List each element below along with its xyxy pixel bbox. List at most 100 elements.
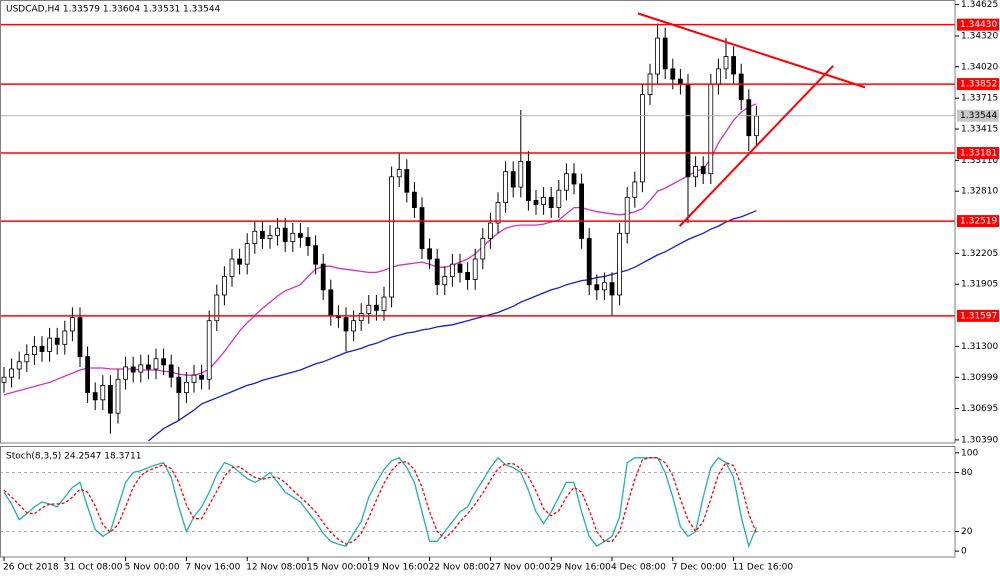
x-tick-label: 12 Nov 08:00 <box>246 563 307 573</box>
candle-body <box>594 284 600 291</box>
candle-body <box>229 258 235 277</box>
candle-body <box>548 196 554 209</box>
candle-body <box>123 366 128 380</box>
chart-title: USDCAD,H4 1.33579 1.33604 1.33531 1.3354… <box>6 5 221 15</box>
price-panel <box>0 12 955 442</box>
candle-body <box>716 68 721 85</box>
candle-body <box>313 245 319 265</box>
candle-body <box>602 282 607 291</box>
candle-body <box>655 37 660 75</box>
candle-body <box>39 345 45 352</box>
candle-body <box>670 68 676 80</box>
x-tick-label: 15 Nov 00:00 <box>307 563 368 573</box>
trendline <box>678 65 834 227</box>
x-tick-label: 7 Dec 00:00 <box>672 563 727 573</box>
y-tick-label: 1.33110 <box>961 156 998 166</box>
stoch-line <box>3 456 758 549</box>
candle-body <box>731 56 736 75</box>
candle-body <box>381 296 387 311</box>
candle-body <box>108 385 113 414</box>
candle-body <box>526 160 531 201</box>
candle-body <box>221 276 227 296</box>
stoch-panel <box>0 456 955 549</box>
candle-body <box>624 196 630 234</box>
candle-body <box>738 73 744 101</box>
candle-body <box>206 320 212 380</box>
candle-body <box>373 304 379 311</box>
candle-body <box>183 381 189 394</box>
candle-body <box>685 83 691 178</box>
candle-body <box>282 227 288 242</box>
y-tick-label: 20 <box>961 527 973 537</box>
candle-body <box>328 289 334 316</box>
moving-average <box>147 210 757 442</box>
y-tick-label: 100 <box>961 448 978 458</box>
candle-body <box>510 171 516 188</box>
candle-body <box>275 227 281 236</box>
current-price-label: 1.33544 <box>960 111 997 121</box>
candle-body <box>579 183 584 239</box>
trendline <box>637 12 866 89</box>
stoch-line <box>3 457 758 545</box>
candle-body <box>1 376 7 383</box>
candle-body <box>487 222 493 239</box>
y-tick-label: 1.32810 <box>961 187 998 197</box>
x-tick-label: 4 Dec 08:00 <box>611 563 666 573</box>
candle-body <box>9 368 15 378</box>
y-tick-label: 0 <box>961 547 967 557</box>
candle-body <box>609 282 615 296</box>
candle-body <box>77 317 83 358</box>
y-tick-label: 1.34625 <box>961 0 998 10</box>
candle-body <box>434 258 440 286</box>
candle-body <box>138 364 144 373</box>
candle-body <box>564 173 569 191</box>
y-tick-label: 1.31300 <box>961 342 998 352</box>
candle-body <box>708 83 714 175</box>
axes: 1.34625 1.34320 1.34020 1.33715 1.33415 1.331… <box>0 0 999 561</box>
y-tick-label: 1.33715 <box>961 94 998 104</box>
level-label: 1.34430 <box>960 20 997 30</box>
candle-body <box>70 317 75 332</box>
level-box <box>957 78 999 91</box>
candle-body <box>130 366 136 373</box>
candle-body <box>449 263 455 277</box>
candle-body <box>640 94 645 183</box>
x-tick-label: 22 Nov 08:00 <box>429 563 490 573</box>
candle-body <box>746 99 752 137</box>
level-label: 1.31597 <box>960 311 997 321</box>
candle-body <box>145 364 151 370</box>
candle-body <box>244 243 250 265</box>
candle-body <box>290 232 296 242</box>
candle-body <box>24 354 30 363</box>
candle-body <box>366 304 372 314</box>
candle-body <box>47 337 52 352</box>
candle-body <box>351 320 357 332</box>
candle-body <box>305 237 311 247</box>
x-tick-label: 19 Nov 16:00 <box>368 563 429 573</box>
candle-body <box>571 173 577 185</box>
candle-body <box>168 364 174 378</box>
candle-body <box>16 361 22 370</box>
candle-body <box>419 207 425 250</box>
y-tick-label: 1.33415 <box>961 124 998 134</box>
level-box <box>957 309 999 322</box>
y-tick-label: 80 <box>961 468 973 478</box>
candle-body <box>199 374 205 380</box>
candle-body <box>115 378 121 414</box>
candle-body <box>237 258 243 265</box>
x-tick-label: 31 Oct 08:00 <box>64 563 123 573</box>
level-label: 1.33852 <box>960 80 997 90</box>
candle-body <box>427 248 433 260</box>
moving-average <box>3 103 757 396</box>
candle-body <box>358 313 364 322</box>
candle-body <box>404 169 410 193</box>
price-frame <box>0 0 956 444</box>
level-box <box>957 18 999 31</box>
candle-body <box>533 200 539 205</box>
candle-body <box>754 115 759 137</box>
candle-body <box>252 230 258 244</box>
candle-body <box>389 176 395 298</box>
current-price-box <box>957 109 999 122</box>
y-tick-label: 1.30695 <box>961 404 998 414</box>
